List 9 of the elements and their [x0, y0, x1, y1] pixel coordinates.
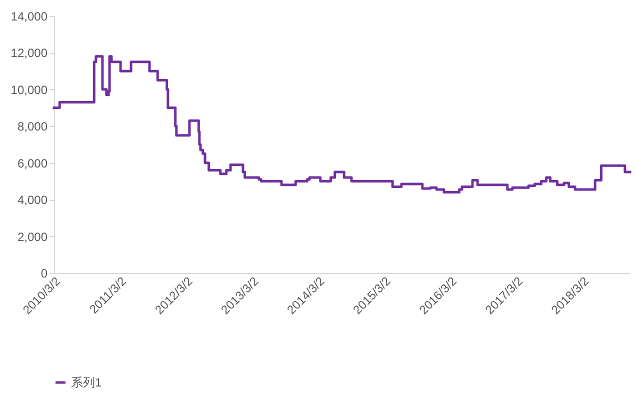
y-tick-label: 6,000	[17, 156, 48, 170]
y-tick-label: 10,000	[10, 82, 48, 97]
y-tick-label: 14,000	[10, 10, 48, 24]
y-tick-label: 4,000	[17, 193, 48, 208]
legend-label: 系列1	[71, 376, 102, 390]
y-tick-label: 2,000	[17, 230, 48, 244]
y-tick-label: 12,000	[10, 46, 48, 60]
y-tick-label: 0	[40, 266, 48, 280]
y-tick-label: 8,000	[17, 120, 48, 134]
